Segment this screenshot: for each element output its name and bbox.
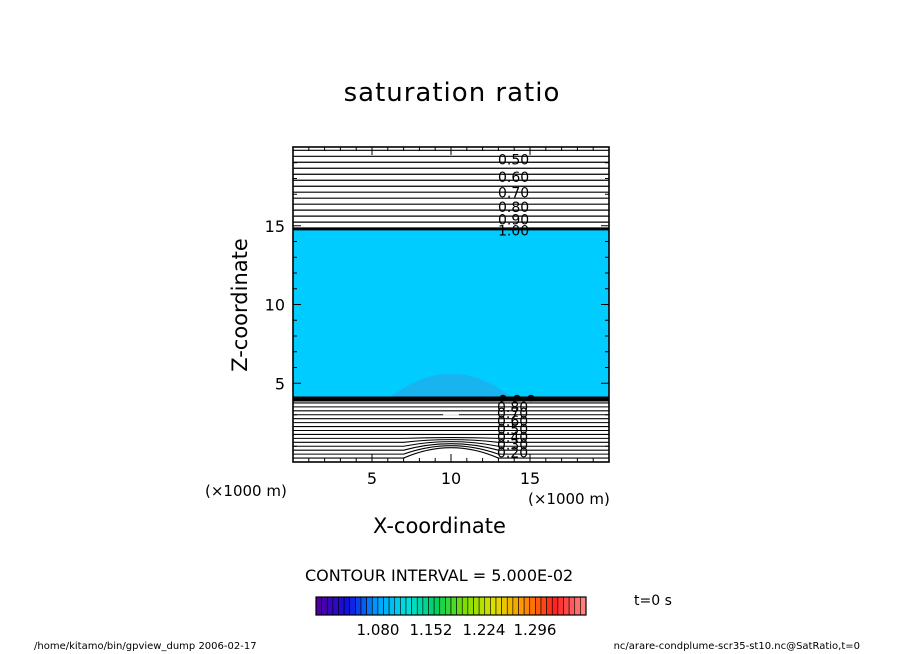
- colorbar-cell: [366, 596, 373, 616]
- colorbar-cell: [467, 596, 474, 616]
- footer-source-path: /home/kitamo/bin/gpview_dump 2006-02-17: [34, 641, 257, 652]
- colorbar-frame: [315, 596, 587, 616]
- time-label: t=0 s: [634, 593, 672, 609]
- colorbar-cell: [574, 596, 581, 616]
- contour-label-marker: [513, 394, 521, 402]
- y-tick-label: 5: [275, 374, 285, 393]
- colorbar-cell: [535, 596, 542, 616]
- x-tick-label: 10: [441, 469, 461, 488]
- colorbar-cell: [518, 596, 525, 616]
- plume-region: [387, 373, 515, 399]
- contour-label: 0.20: [497, 446, 528, 462]
- contour-label-marker: [527, 394, 535, 402]
- colorbar-cell: [326, 596, 334, 616]
- x-tick-label: 5: [367, 469, 377, 488]
- colorbar-cell: [355, 596, 362, 616]
- colorbar-cell: [349, 596, 356, 616]
- y-tick-label: 10: [265, 296, 285, 315]
- x-axis-label: X-coordinate: [373, 514, 506, 538]
- chart-title: saturation ratio: [343, 78, 561, 108]
- contour-label: 0.50: [498, 153, 529, 169]
- colorbar-cell: [383, 596, 390, 616]
- contour-line: [293, 437, 609, 439]
- x-tick-label: 15: [520, 469, 540, 488]
- x-unit-label-secondary: (×1000 m): [528, 490, 610, 508]
- contour-label: 0.60: [498, 170, 529, 186]
- colorbar-cell: [540, 596, 547, 616]
- colorbar-cell: [563, 596, 570, 616]
- contour-label: 0.70: [498, 186, 529, 202]
- colorbar-cell: [371, 596, 379, 616]
- colorbar-cell: [360, 596, 367, 616]
- contour-label: 0.90: [498, 212, 529, 228]
- colorbar-cell: [512, 596, 519, 616]
- y-tick-label: 15: [265, 217, 285, 236]
- colorbar-cell: [490, 596, 497, 616]
- colorbar-cell: [580, 596, 587, 616]
- colorbar-cell: [332, 596, 339, 616]
- colorbar-cell: [473, 596, 480, 616]
- colorbar-cell: [495, 596, 502, 616]
- colorbar-cell: [439, 596, 446, 616]
- colorbar-cell: [321, 596, 328, 616]
- contour-line: [293, 447, 609, 459]
- colorbar-tick-label: 1.152: [410, 621, 453, 639]
- colorbar-cell: [484, 596, 491, 616]
- contour-line: [293, 441, 609, 447]
- colorbar-cell: [546, 596, 553, 616]
- colorbar-cell: [388, 596, 396, 616]
- contour-line: [293, 439, 609, 443]
- colorbar-cell: [568, 596, 576, 616]
- contour-label: 0.60: [497, 414, 528, 430]
- colorbar-cell: [394, 596, 401, 616]
- colorbar-cell: [400, 596, 407, 616]
- colorbar-cell: [461, 596, 469, 616]
- colorbar-cell: [405, 596, 412, 616]
- colorbar-cell: [557, 596, 564, 616]
- colorbar-tick-label: 1.080: [357, 621, 400, 639]
- colorbar-cell: [501, 596, 508, 616]
- contour-label: 0.80: [497, 400, 528, 416]
- contour-label: 0.50: [497, 422, 528, 438]
- colorbar-cell: [523, 596, 531, 616]
- colorbar-cell: [343, 596, 351, 616]
- contour-label-marker: [499, 394, 507, 402]
- contour-interval-text: CONTOUR INTERVAL = 5.000E-02: [305, 566, 574, 585]
- saturated-region: [293, 228, 609, 399]
- colorbar-cell: [416, 596, 424, 616]
- contour-label: 0.70: [497, 406, 528, 422]
- colorbar-cell: [445, 596, 452, 616]
- colorbar-cell: [377, 596, 384, 616]
- colorbar-cell: [450, 596, 457, 616]
- contour-line: [293, 443, 609, 451]
- colorbar-cell: [478, 596, 486, 616]
- colorbar-cell: [422, 596, 429, 616]
- colorbar-cell: [428, 596, 435, 616]
- colorbar-tick-label: 1.224: [463, 621, 506, 639]
- colorbar-cell: [315, 596, 322, 616]
- colorbar-cell: [411, 596, 418, 616]
- contour-line: [293, 445, 609, 455]
- contour-label: 0.80: [498, 200, 529, 216]
- colorbar-cell: [338, 596, 345, 616]
- footer-file-variable: nc/arare-condplume-scr35-st10.nc@SatRati…: [613, 641, 860, 652]
- colorbar-cell: [551, 596, 559, 616]
- contour-label: 0.40: [497, 430, 528, 446]
- contour-label: 0.30: [497, 438, 528, 454]
- x-unit-label: (×1000 m): [205, 482, 287, 500]
- y-axis-label: Z-coordinate: [228, 238, 252, 372]
- colorbar-cell: [433, 596, 441, 616]
- colorbar-tick-label: 1.296: [514, 621, 557, 639]
- contour-label: 1.00: [498, 223, 529, 239]
- colorbar-cell: [529, 596, 536, 616]
- colorbar-cell: [456, 596, 463, 616]
- colorbar-cell: [506, 596, 514, 616]
